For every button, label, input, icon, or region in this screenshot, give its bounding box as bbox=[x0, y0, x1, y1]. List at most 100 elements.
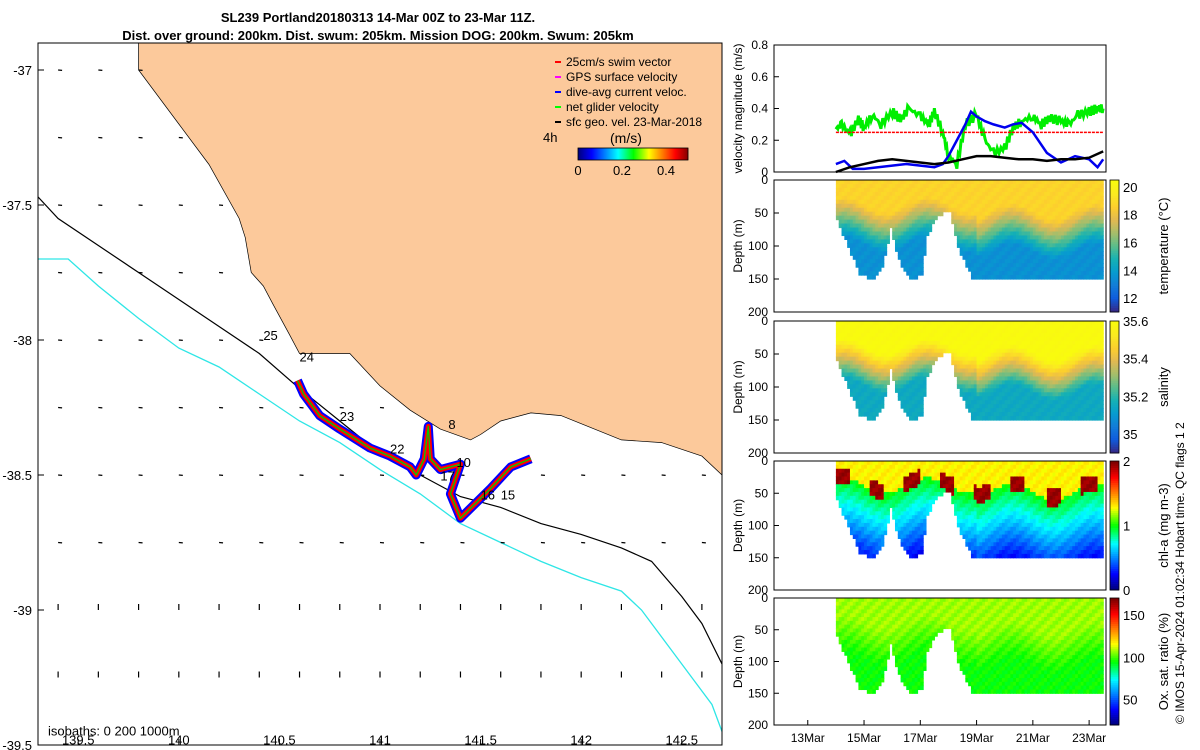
section-cell bbox=[880, 519, 885, 524]
section-cell bbox=[1097, 219, 1101, 225]
section-cell bbox=[844, 324, 848, 330]
section-cell bbox=[976, 408, 980, 413]
section-cell bbox=[875, 215, 879, 221]
section-colorbar-label: temperature (°C) bbox=[1156, 198, 1171, 295]
section-cell bbox=[1004, 356, 1009, 362]
section-cell bbox=[849, 348, 854, 354]
section-cell bbox=[1052, 227, 1056, 233]
section-cell bbox=[1052, 267, 1056, 272]
section-cell bbox=[1038, 263, 1042, 268]
section-cell bbox=[999, 380, 1003, 385]
section-cell bbox=[1091, 368, 1096, 374]
section-cell bbox=[892, 332, 896, 338]
section-cell bbox=[990, 227, 995, 233]
section-cell bbox=[911, 348, 916, 354]
section-cell bbox=[872, 376, 876, 381]
map-colorbar-cell bbox=[610, 148, 612, 160]
section-cell bbox=[937, 187, 941, 193]
section-cell bbox=[982, 223, 986, 229]
section-cell bbox=[894, 219, 899, 225]
section-cell bbox=[903, 321, 907, 326]
section-cell bbox=[883, 364, 888, 370]
section-cell bbox=[968, 251, 972, 256]
section-cell bbox=[987, 207, 992, 213]
section-cell bbox=[1100, 263, 1104, 268]
section-cell bbox=[1100, 219, 1104, 225]
section-cell bbox=[861, 476, 865, 481]
section-cell bbox=[970, 380, 975, 385]
section-cell bbox=[1072, 384, 1076, 389]
section-cell bbox=[917, 388, 921, 393]
section-cell bbox=[1091, 376, 1096, 381]
section-cell bbox=[920, 203, 924, 209]
section-cell bbox=[993, 380, 997, 385]
section-cell bbox=[883, 247, 888, 252]
section-cell bbox=[878, 215, 882, 221]
section-cell bbox=[1018, 384, 1023, 389]
section-cell bbox=[1027, 416, 1031, 421]
section-cell bbox=[1091, 388, 1096, 393]
section-cell bbox=[875, 207, 879, 213]
map-colorbar-cell bbox=[648, 148, 650, 160]
section-cell bbox=[1001, 400, 1006, 405]
section-cell bbox=[951, 219, 955, 225]
section-cell bbox=[1089, 207, 1093, 213]
section-cell bbox=[923, 199, 927, 205]
section-cell bbox=[1055, 360, 1059, 366]
section-cell bbox=[1072, 392, 1076, 397]
section-cell bbox=[872, 199, 876, 205]
section-cell bbox=[965, 203, 969, 209]
map-colorbar-cell bbox=[622, 148, 624, 160]
section-cell bbox=[892, 215, 896, 221]
section-cell bbox=[866, 324, 871, 330]
section-cell bbox=[1013, 263, 1017, 268]
section-cell bbox=[855, 526, 860, 532]
section-cell bbox=[852, 511, 857, 516]
section-cell bbox=[1097, 360, 1101, 366]
section-cell bbox=[1030, 235, 1034, 240]
section-cell bbox=[875, 468, 879, 474]
section-cell bbox=[968, 340, 972, 346]
section-cell bbox=[987, 271, 992, 276]
section-cell bbox=[985, 408, 989, 413]
section-cell bbox=[878, 515, 882, 520]
section-cell bbox=[1027, 340, 1031, 346]
section-cell bbox=[996, 251, 1000, 256]
section-cell bbox=[897, 380, 902, 385]
section-cell bbox=[1052, 368, 1056, 374]
section-cell bbox=[973, 344, 978, 350]
section-cell bbox=[880, 207, 885, 213]
section-cell bbox=[866, 550, 871, 555]
section-cell bbox=[900, 251, 905, 256]
section-cell bbox=[844, 183, 848, 189]
section-cell bbox=[1083, 396, 1087, 401]
section-cell bbox=[1100, 195, 1104, 201]
section-cell bbox=[1077, 223, 1082, 229]
section-cell bbox=[1030, 328, 1034, 334]
section-cell bbox=[852, 215, 857, 221]
section-cell bbox=[1041, 400, 1045, 405]
map-colorbar-cell bbox=[686, 148, 688, 160]
section-cell bbox=[866, 461, 871, 466]
section-cell bbox=[940, 195, 944, 201]
section-cell bbox=[892, 187, 896, 193]
section-cell bbox=[1044, 263, 1048, 268]
section-cell bbox=[861, 267, 865, 272]
section-cell bbox=[911, 324, 916, 330]
section-cell bbox=[852, 321, 857, 326]
section-cell bbox=[900, 263, 905, 268]
section-cell bbox=[982, 183, 986, 189]
section-cell bbox=[985, 364, 989, 370]
section-colorbar-cell bbox=[1110, 290, 1119, 293]
section-cell bbox=[869, 368, 874, 374]
section-cell bbox=[1100, 372, 1104, 378]
section-cell bbox=[1032, 380, 1037, 385]
section-cell bbox=[976, 203, 980, 209]
section-cell bbox=[1041, 195, 1045, 201]
section-cell bbox=[1018, 412, 1023, 417]
section-cell bbox=[920, 332, 924, 338]
section-cell bbox=[1004, 400, 1009, 405]
section-cell bbox=[945, 328, 950, 334]
section-cell bbox=[1058, 227, 1062, 233]
section-cell bbox=[864, 408, 868, 413]
